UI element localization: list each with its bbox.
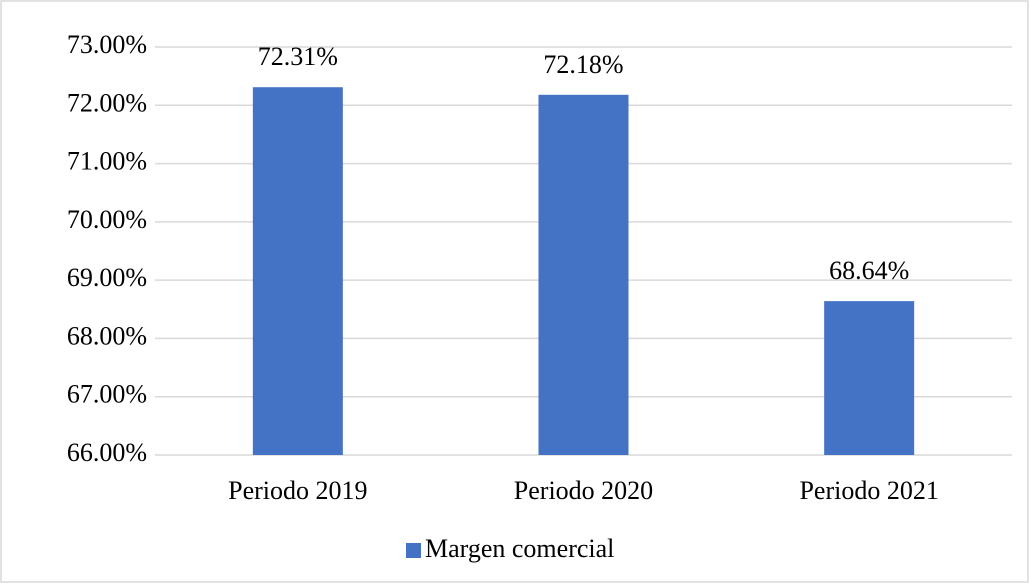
y-tick-label: 70.00% <box>67 205 147 234</box>
y-tick-label: 71.00% <box>67 147 147 176</box>
data-label: 68.64% <box>829 256 909 285</box>
legend-label: Margen comercial <box>425 534 614 563</box>
y-tick-label: 72.00% <box>67 88 147 117</box>
y-tick-label: 69.00% <box>67 263 147 292</box>
x-tick-label: Periodo 2021 <box>799 476 938 505</box>
bar <box>252 87 343 456</box>
x-tick-label: Periodo 2019 <box>228 476 367 505</box>
legend-swatch <box>406 543 421 558</box>
bar <box>824 301 915 455</box>
y-tick-label: 66.00% <box>67 438 147 467</box>
x-tick-label: Periodo 2020 <box>514 476 653 505</box>
y-tick-label: 68.00% <box>67 321 147 350</box>
y-tick-label: 67.00% <box>67 380 147 409</box>
y-tick-label: 73.00% <box>67 30 147 59</box>
data-label: 72.18% <box>543 50 623 79</box>
data-label: 72.31% <box>258 42 338 71</box>
bar <box>538 94 629 456</box>
